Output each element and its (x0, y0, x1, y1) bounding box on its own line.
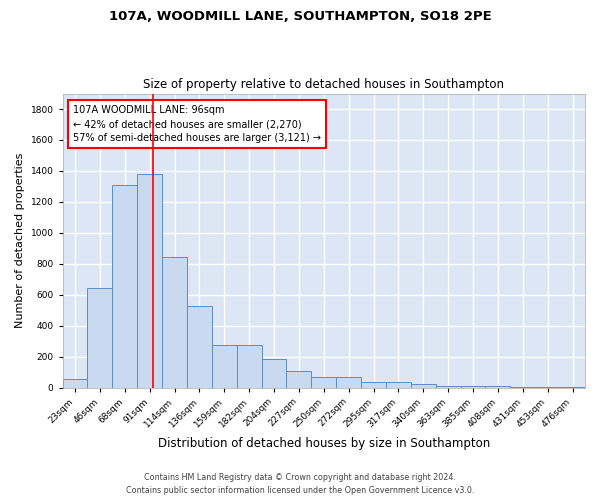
Bar (187, 306, 212, 388)
Bar (137, 174, 162, 388)
Bar (461, 386, 485, 388)
Text: Contains HM Land Registry data © Crown copyright and database right 2024.
Contai: Contains HM Land Registry data © Crown c… (126, 474, 474, 495)
Bar (62, 379, 88, 388)
Bar (237, 345, 262, 388)
Bar (286, 372, 311, 388)
Y-axis label: Number of detached properties: Number of detached properties (15, 153, 25, 328)
Bar (112, 185, 137, 388)
Bar (386, 382, 411, 388)
Bar (162, 257, 187, 388)
Bar (361, 382, 386, 388)
X-axis label: Distribution of detached houses by size in Southampton: Distribution of detached houses by size … (158, 437, 490, 450)
Bar (336, 378, 361, 388)
Bar (262, 359, 286, 388)
Bar (485, 386, 511, 388)
Bar (436, 386, 461, 388)
Bar (411, 384, 436, 388)
Text: 107A WOODMILL LANE: 96sqm
← 42% of detached houses are smaller (2,270)
57% of se: 107A WOODMILL LANE: 96sqm ← 42% of detac… (73, 106, 321, 144)
Title: Size of property relative to detached houses in Southampton: Size of property relative to detached ho… (143, 78, 504, 91)
Bar (212, 345, 237, 388)
Text: 107A, WOODMILL LANE, SOUTHAMPTON, SO18 2PE: 107A, WOODMILL LANE, SOUTHAMPTON, SO18 2… (109, 10, 491, 23)
Bar (88, 288, 112, 388)
Bar (311, 378, 336, 388)
